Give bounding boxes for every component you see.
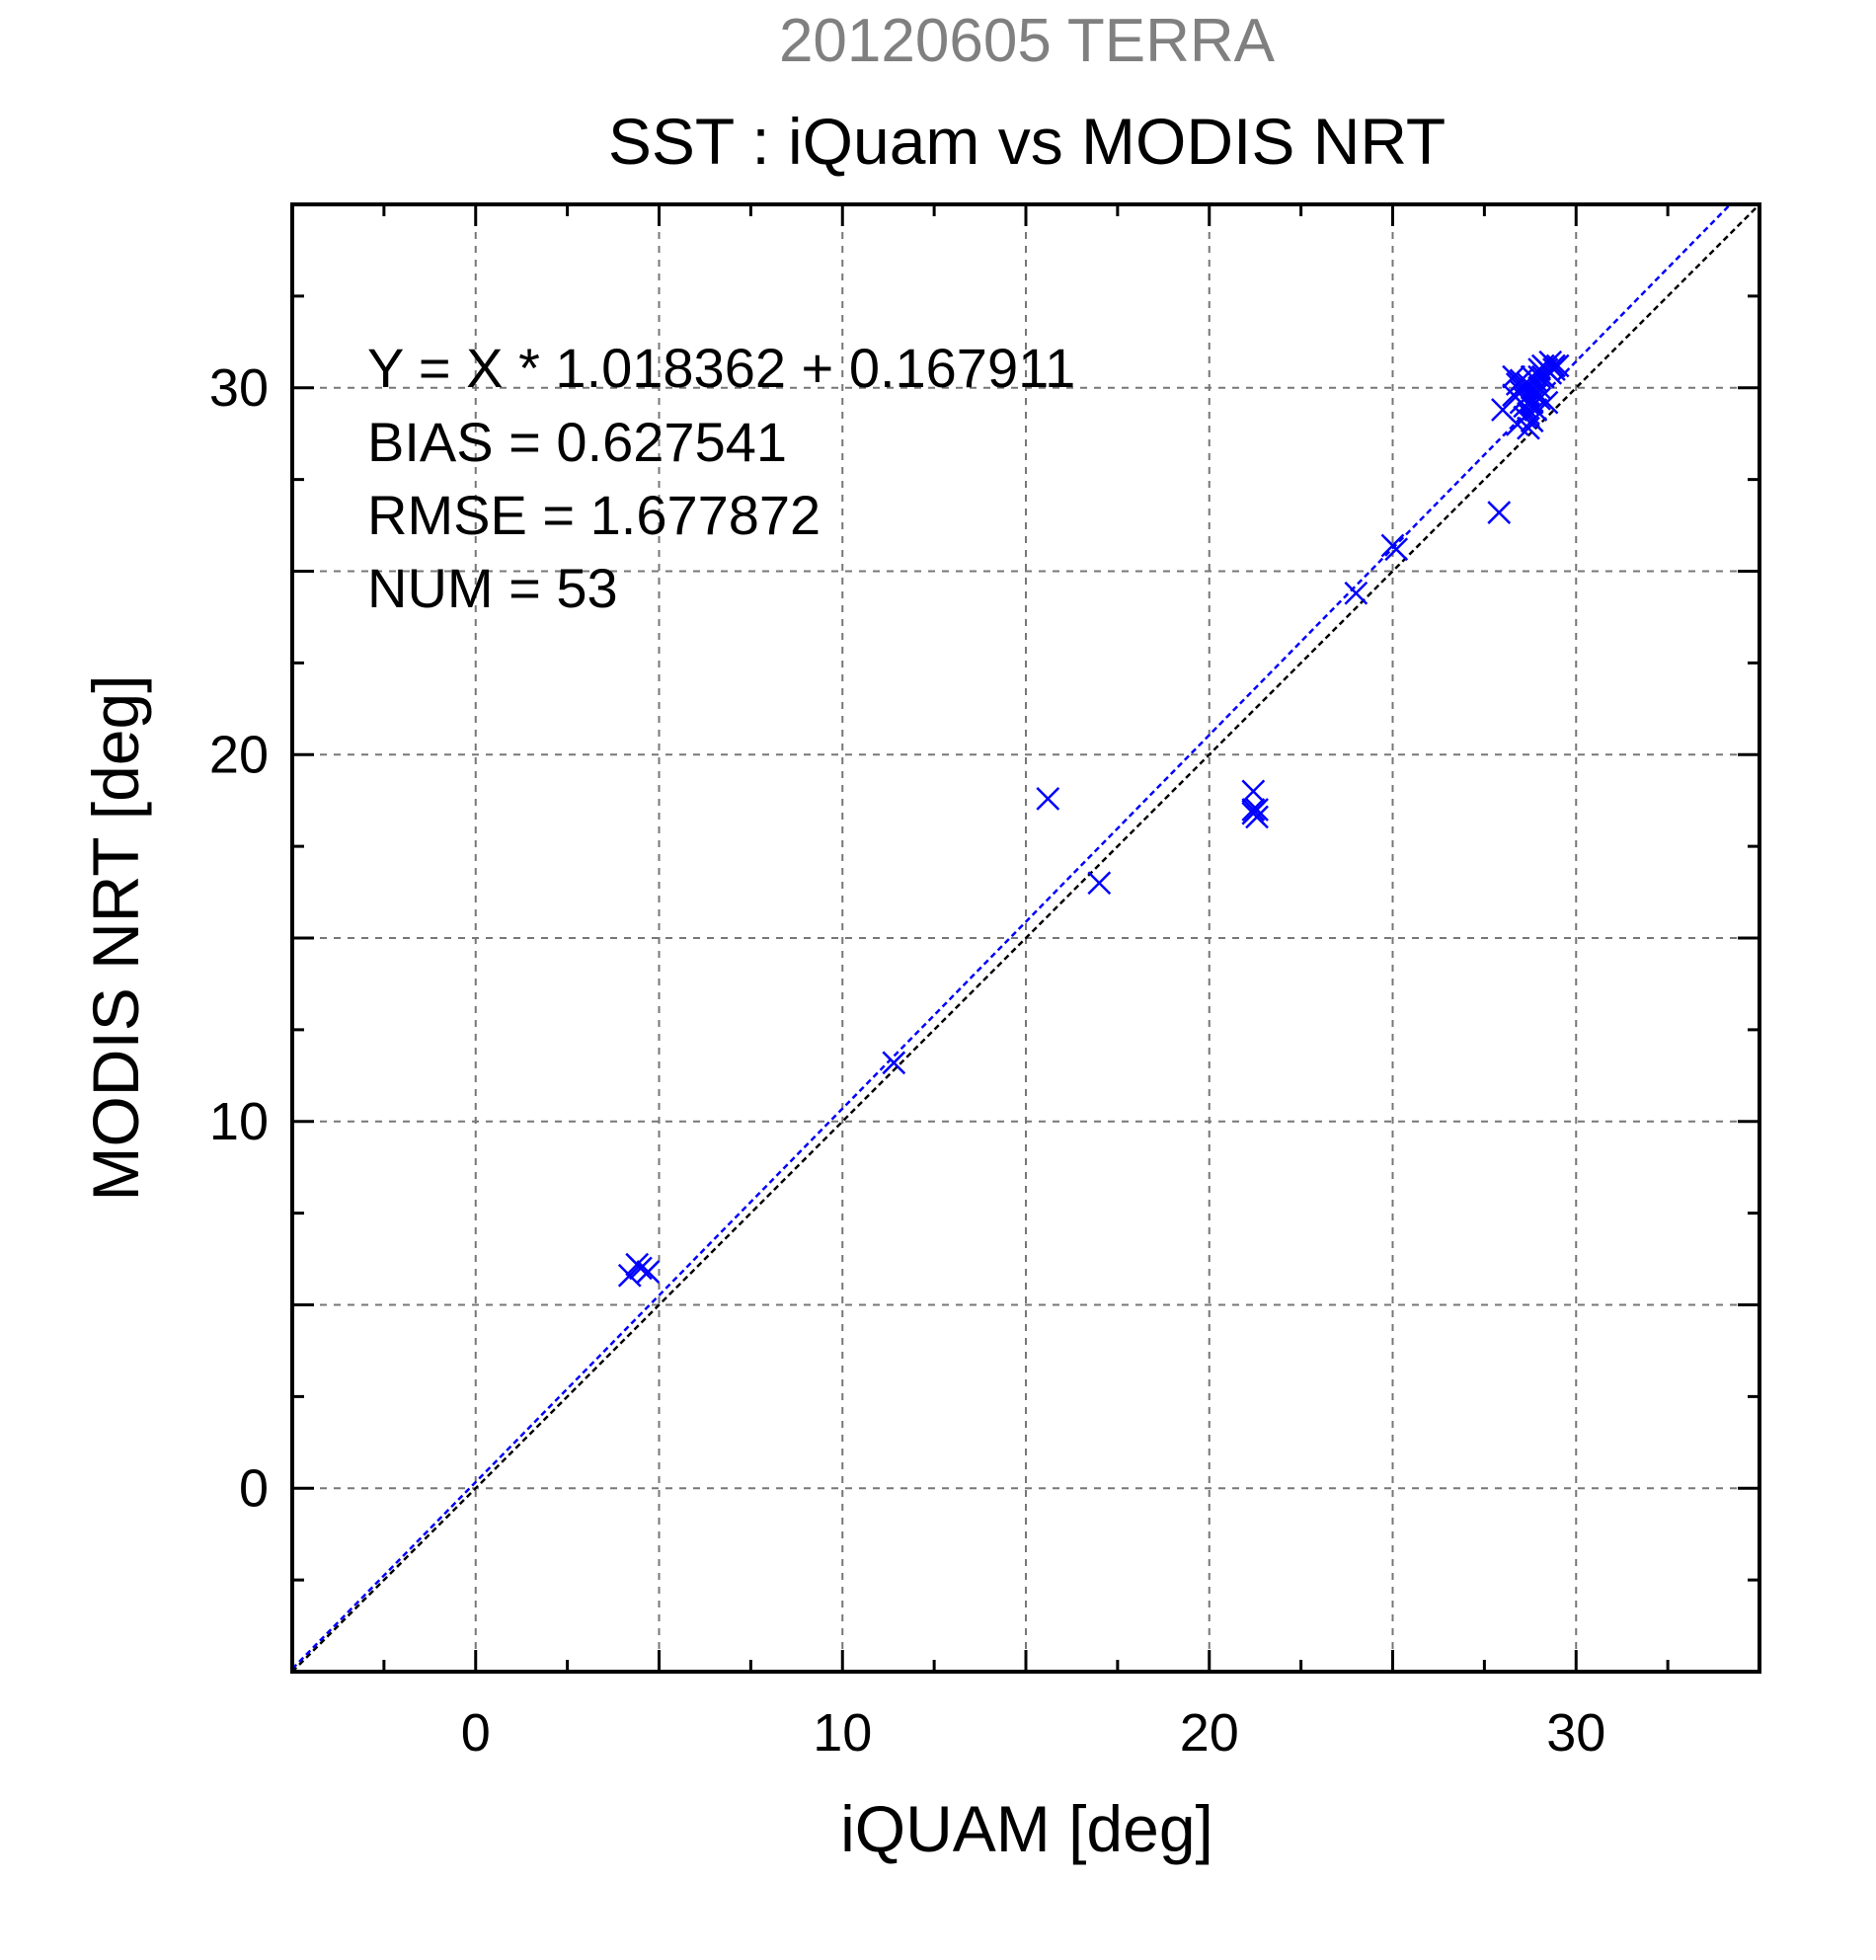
data-point	[1241, 798, 1266, 822]
data-point	[1517, 372, 1540, 396]
y-tick-label: 20	[209, 725, 269, 784]
data-point-stroke	[1534, 390, 1559, 415]
data-point	[1542, 353, 1566, 378]
y-tick-label: 30	[209, 358, 269, 418]
data-points	[617, 350, 1570, 1288]
x-tick-label: 30	[1546, 1703, 1605, 1763]
data-point-stroke	[1087, 871, 1112, 896]
data-point	[625, 1252, 650, 1277]
data-point	[1487, 501, 1512, 524]
x-tick-label: 20	[1180, 1703, 1239, 1763]
x-tick-label: 10	[813, 1703, 872, 1763]
data-point-stroke	[1487, 501, 1512, 524]
data-point	[636, 1260, 661, 1284]
data-point-stroke	[1517, 372, 1540, 396]
data-point	[1384, 537, 1409, 562]
bias-text: BIAS = 0.627541	[367, 411, 787, 473]
plot-frame	[290, 202, 1761, 1674]
reference-lines	[291, 203, 1760, 1673]
y-tick-label: 10	[209, 1092, 269, 1151]
data-point-stroke	[1241, 779, 1266, 804]
data-point-stroke	[1509, 368, 1533, 393]
chart-title: SST : iQuam vs MODIS NRT	[608, 105, 1446, 178]
data-point-stroke	[1491, 398, 1515, 422]
identity-line	[291, 203, 1760, 1673]
data-point-stroke	[625, 1252, 650, 1277]
rmse-text: RMSE = 1.677872	[367, 484, 821, 546]
data-point-stroke	[617, 1263, 642, 1288]
fit-equation: Y = X * 1.018362 + 0.167911	[367, 337, 1075, 399]
num-text: NUM = 53	[367, 557, 618, 619]
data-point-stroke	[882, 1051, 906, 1075]
data-point-stroke	[1241, 798, 1266, 822]
x-axis-label: iQUAM [deg]	[840, 1792, 1213, 1865]
data-point-stroke	[1513, 387, 1537, 411]
data-point	[1545, 353, 1570, 378]
data-point-stroke	[1344, 581, 1368, 605]
data-point-stroke	[1384, 537, 1409, 562]
data-point-stroke	[636, 1260, 661, 1284]
data-point	[1527, 364, 1551, 389]
data-point	[1036, 786, 1060, 811]
data-point-stroke	[1545, 353, 1570, 378]
fit-line	[291, 203, 1732, 1671]
y-tick-label: 0	[239, 1458, 269, 1518]
data-point	[882, 1051, 906, 1075]
data-point	[1513, 387, 1537, 411]
data-point-stroke	[1036, 786, 1060, 811]
data-point	[1517, 416, 1540, 440]
data-point-stroke	[1527, 364, 1551, 389]
data-point	[1509, 368, 1533, 393]
tick-labels: 0 10 20 30 0 10 20 30	[209, 358, 1605, 1763]
x-tick-label: 0	[461, 1703, 491, 1763]
data-point	[1344, 581, 1368, 605]
data-point-stroke	[1517, 416, 1540, 440]
y-axis-label: MODIS NRT [deg]	[79, 674, 152, 1201]
data-point	[617, 1263, 642, 1288]
data-point	[1087, 871, 1112, 896]
data-point-stroke	[1542, 353, 1566, 378]
data-point	[1241, 779, 1266, 804]
chart-supertitle: 20120605 TERRA	[779, 7, 1276, 75]
data-point-stroke	[1502, 364, 1525, 389]
data-point-stroke	[1245, 798, 1269, 822]
data-point	[1245, 798, 1269, 822]
stats-annotation: Y = X * 1.018362 + 0.167911 BIAS = 0.627…	[367, 337, 1075, 619]
